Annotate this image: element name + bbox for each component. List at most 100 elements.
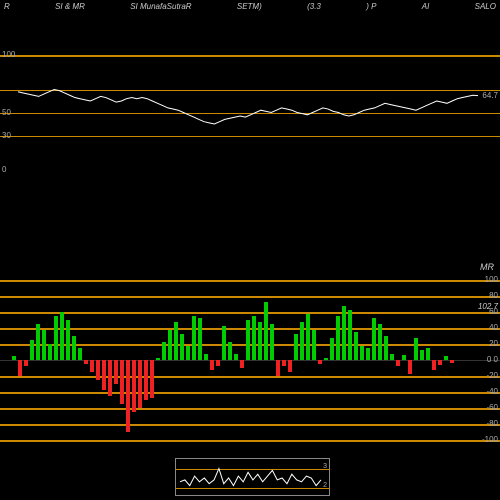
bar [66, 320, 70, 360]
bar [168, 330, 172, 360]
bar [276, 360, 280, 376]
bar [270, 324, 274, 360]
bar [204, 354, 208, 360]
bar [366, 348, 370, 360]
bar [48, 344, 52, 360]
bar [348, 310, 352, 360]
header-item: SI MunafaSutraR [130, 2, 191, 11]
bar [300, 322, 304, 360]
bar [438, 360, 442, 365]
gridline [0, 312, 500, 314]
bar [222, 326, 226, 360]
bar [384, 336, 388, 360]
bar [108, 360, 112, 396]
bar [72, 336, 76, 360]
header-item: SALO [475, 2, 496, 11]
gridline [0, 280, 500, 282]
bar [402, 355, 406, 360]
axis-label: 0 0 [487, 355, 498, 364]
bar [18, 360, 22, 376]
rsi-line-chart [0, 55, 500, 170]
bar [114, 360, 118, 384]
mr-label: MR [480, 262, 494, 272]
bar [312, 330, 316, 360]
bar [138, 360, 142, 408]
bar [246, 320, 250, 360]
bar [60, 312, 64, 360]
gridline [0, 328, 500, 330]
axis-label: 60 [489, 307, 498, 316]
bar [90, 360, 94, 372]
bar [378, 324, 382, 360]
bar [24, 360, 28, 366]
bar [120, 360, 124, 404]
bar [360, 346, 364, 360]
bar [150, 360, 154, 398]
mini-line-chart [176, 459, 330, 496]
bar [180, 334, 184, 360]
bar [240, 360, 244, 368]
bar [432, 360, 436, 370]
bar [228, 342, 232, 360]
header-labels: R SI & MR SI MunafaSutraR SETM) (3.3 ) P… [0, 2, 500, 11]
bar [426, 348, 430, 360]
gridline [0, 392, 500, 394]
gridline [0, 296, 500, 298]
gridline [0, 376, 500, 378]
bar [450, 360, 454, 363]
bar [294, 334, 298, 360]
header-item: R [4, 2, 10, 11]
gridline [0, 424, 500, 426]
bar [198, 318, 202, 360]
bar [132, 360, 136, 412]
bar [396, 360, 400, 366]
axis-label: 80 [489, 291, 498, 300]
bar [258, 322, 262, 360]
bar [372, 318, 376, 360]
bar [186, 346, 190, 360]
rsi-panel: 1005030064.7 [0, 55, 500, 170]
header-item: SI & MR [55, 2, 85, 11]
bar [306, 314, 310, 360]
axis-label: -40 [486, 387, 498, 396]
axis-label: 40 [489, 323, 498, 332]
axis-label: -20 [486, 371, 498, 380]
bar [408, 360, 412, 374]
header-item: (3.3 [307, 2, 321, 11]
axis-label: 100 [485, 275, 498, 284]
bar [78, 348, 82, 360]
bar [216, 360, 220, 366]
gridline [0, 360, 500, 361]
bar [126, 360, 130, 432]
bar [390, 354, 394, 360]
gridline [0, 408, 500, 410]
axis-label: -60 [486, 403, 498, 412]
bar [252, 316, 256, 360]
bar [156, 358, 160, 360]
bar [174, 322, 178, 360]
axis-label: -80 [486, 419, 498, 428]
bar [318, 360, 322, 364]
mini-chart: 32 [175, 458, 330, 496]
bar-panel: 100806040200 0-20-40-60-80-100 [0, 280, 500, 440]
bar [414, 338, 418, 360]
header-item: AI [422, 2, 430, 11]
bar [324, 358, 328, 360]
bar [30, 340, 34, 360]
bar [96, 360, 100, 380]
bar [420, 350, 424, 360]
axis-label: -100 [482, 435, 498, 444]
bar [342, 306, 346, 360]
bar [282, 360, 286, 366]
bar [192, 316, 196, 360]
bar [12, 356, 16, 360]
axis-label: 20 [489, 339, 498, 348]
gridline [0, 440, 500, 442]
bar [336, 316, 340, 360]
bar [264, 302, 268, 360]
bar [210, 360, 214, 370]
bar [288, 360, 292, 372]
bar [84, 360, 88, 364]
bar [36, 324, 40, 360]
bar [102, 360, 106, 390]
